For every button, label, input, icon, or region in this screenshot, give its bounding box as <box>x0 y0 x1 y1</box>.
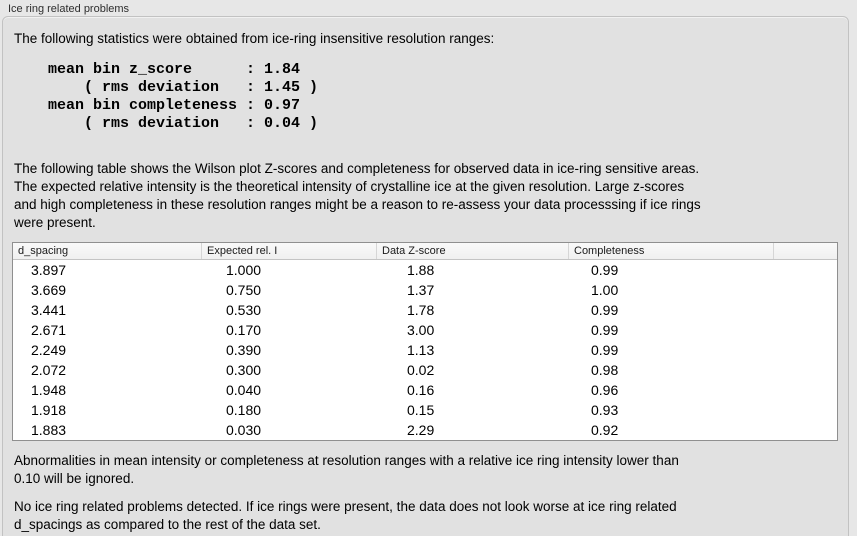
table-cell: 1.948 <box>31 382 67 398</box>
description-line: and high completeness in these resolutio… <box>14 197 701 212</box>
table-cell: 0.99 <box>591 262 619 278</box>
table-cell: 0.180 <box>226 402 262 418</box>
table-cell: 1.78 <box>407 302 435 318</box>
table-cell: 1.883 <box>31 422 67 438</box>
table-cell: 2.072 <box>31 362 67 378</box>
table-cell: 2.29 <box>407 422 435 438</box>
stat-line-z-rms: ( rms deviation : 1.45 ) <box>48 79 319 96</box>
table-cell: 1.13 <box>407 342 435 358</box>
table-cell-spacer <box>773 280 837 300</box>
description-line: The following table shows the Wilson plo… <box>14 161 700 176</box>
table-cell-spacer <box>773 400 837 420</box>
table-cell: 2.671 <box>31 322 67 338</box>
column-header-spacer <box>773 243 837 259</box>
table-cell: 0.16 <box>407 382 435 398</box>
column-header-data-z-score[interactable]: Data Z-score <box>376 243 568 259</box>
table-row[interactable]: 3.897 1.000 1.88 0.99 <box>13 260 837 280</box>
description-line: The expected relative intensity is the t… <box>14 179 685 194</box>
table-cell: 0.15 <box>407 402 435 418</box>
statistics-block: mean bin z_score : 1.84 ( rms deviation … <box>48 61 839 133</box>
panel-title: Ice ring related problems <box>8 3 130 15</box>
table-cell: 0.92 <box>591 422 619 438</box>
table-cell: 0.030 <box>226 422 262 438</box>
table-cell: 0.530 <box>226 302 262 318</box>
table-cell: 0.98 <box>591 362 619 378</box>
ice-ring-table: d_spacing Expected rel. I Data Z-score C… <box>12 242 838 441</box>
table-cell: 0.750 <box>226 282 262 298</box>
table-cell-spacer <box>773 420 837 440</box>
table-cell: 0.300 <box>226 362 262 378</box>
table-cell-spacer <box>773 360 837 380</box>
table-cell: 1.37 <box>407 282 435 298</box>
ice-ring-group-box: The following statistics were obtained f… <box>2 16 849 536</box>
table-cell: 3.441 <box>31 302 67 318</box>
table-cell: 1.00 <box>591 282 619 298</box>
table-cell-spacer <box>773 340 837 360</box>
conclusion-text: No ice ring related problems detected. I… <box>14 498 839 534</box>
table-cell-spacer <box>773 260 837 280</box>
conclusion-line: d_spacings as compared to the rest of th… <box>14 517 321 532</box>
table-cell: 3.00 <box>407 322 435 338</box>
table-cell: 1.000 <box>226 262 262 278</box>
table-cell-spacer <box>773 380 837 400</box>
table-cell: 0.99 <box>591 322 619 338</box>
note-line: 0.10 will be ignored. <box>14 471 135 486</box>
ignore-threshold-note: Abnormalities in mean intensity or compl… <box>14 452 839 488</box>
table-cell: 0.170 <box>226 322 262 338</box>
table-cell: 1.918 <box>31 402 67 418</box>
table-row[interactable]: 2.249 0.390 1.13 0.99 <box>13 340 837 360</box>
table-header-row: d_spacing Expected rel. I Data Z-score C… <box>13 243 837 260</box>
table-row[interactable]: 1.883 0.030 2.29 0.92 <box>13 420 837 440</box>
conclusion-line: No ice ring related problems detected. I… <box>14 499 677 514</box>
table-row[interactable]: 1.948 0.040 0.16 0.96 <box>13 380 837 400</box>
table-cell: 0.040 <box>226 382 262 398</box>
table-cell: 0.93 <box>591 402 619 418</box>
note-line: Abnormalities in mean intensity or compl… <box>14 453 679 468</box>
table-cell: 3.669 <box>31 282 67 298</box>
table-row[interactable]: 3.669 0.750 1.37 1.00 <box>13 280 837 300</box>
table-description: The following table shows the Wilson plo… <box>14 160 839 232</box>
table-cell: 0.02 <box>407 362 435 378</box>
intro-text: The following statistics were obtained f… <box>14 31 495 46</box>
table-row[interactable]: 2.671 0.170 3.00 0.99 <box>13 320 837 340</box>
table-row[interactable]: 1.918 0.180 0.15 0.93 <box>13 400 837 420</box>
table-cell-spacer <box>773 320 837 340</box>
stat-line-completeness-rms: ( rms deviation : 0.04 ) <box>48 115 319 132</box>
table-body: 3.897 1.000 1.88 0.99 3.669 0.750 1.37 1.00 3.44… <box>13 260 837 440</box>
table-cell: 0.99 <box>591 342 619 358</box>
column-header-d-spacing[interactable]: d_spacing <box>18 245 69 257</box>
table-cell: 2.249 <box>31 342 67 358</box>
table-cell: 3.897 <box>31 262 67 278</box>
table-row[interactable]: 3.441 0.530 1.78 0.99 <box>13 300 837 320</box>
table-cell-spacer <box>773 300 837 320</box>
description-line: were present. <box>14 215 96 230</box>
table-cell: 0.96 <box>591 382 619 398</box>
table-cell: 0.99 <box>591 302 619 318</box>
column-header-expected-rel-i[interactable]: Expected rel. I <box>201 243 376 259</box>
table-cell: 0.390 <box>226 342 262 358</box>
column-header-completeness[interactable]: Completeness <box>568 243 773 259</box>
table-cell: 1.88 <box>407 262 435 278</box>
stat-line-mean-z-score: mean bin z_score : 1.84 <box>48 61 301 78</box>
stat-line-mean-completeness: mean bin completeness : 0.97 <box>48 97 301 114</box>
table-row[interactable]: 2.072 0.300 0.02 0.98 <box>13 360 837 380</box>
